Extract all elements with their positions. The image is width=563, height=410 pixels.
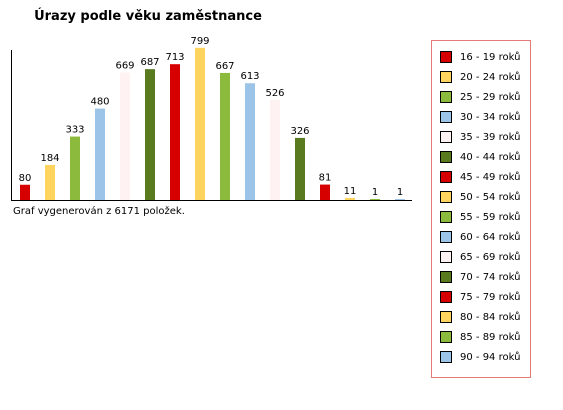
legend-label: 65 - 69 roků bbox=[460, 251, 521, 263]
legend-item-14: 80 - 84 roků bbox=[440, 309, 520, 325]
legend-item-4: 30 - 34 roků bbox=[440, 109, 520, 125]
value-label-11: 526 bbox=[265, 88, 284, 99]
bar-12 bbox=[295, 137, 305, 200]
legend-swatch bbox=[440, 51, 452, 63]
value-label-1: 80 bbox=[19, 173, 32, 184]
bar-9 bbox=[220, 72, 230, 200]
legend-item-15: 85 - 89 roků bbox=[440, 329, 520, 345]
legend-swatch bbox=[440, 191, 452, 203]
bar-5 bbox=[120, 72, 130, 200]
legend-item-2: 20 - 24 roků bbox=[440, 69, 520, 85]
legend-label: 70 - 74 roků bbox=[460, 271, 521, 283]
value-label-2: 184 bbox=[40, 153, 59, 164]
value-label-14: 11 bbox=[344, 186, 357, 197]
value-label-16: 1 bbox=[397, 187, 403, 198]
bar-10 bbox=[245, 83, 255, 200]
legend-item-12: 70 - 74 roků bbox=[440, 269, 520, 285]
legend-swatch bbox=[440, 131, 452, 143]
legend-item-11: 65 - 69 roků bbox=[440, 249, 520, 265]
bar-8 bbox=[195, 47, 205, 200]
legend-item-9: 55 - 59 roků bbox=[440, 209, 520, 225]
legend-label: 85 - 89 roků bbox=[460, 331, 521, 343]
legend-swatch bbox=[440, 291, 452, 303]
legend-item-8: 50 - 54 roků bbox=[440, 189, 520, 205]
bar-11 bbox=[270, 99, 280, 200]
legend-label: 50 - 54 roků bbox=[460, 191, 521, 203]
bar-16 bbox=[395, 199, 405, 200]
legend-label: 55 - 59 roků bbox=[460, 211, 521, 223]
legend-item-16: 90 - 94 roků bbox=[440, 349, 520, 365]
value-label-9: 667 bbox=[215, 61, 234, 72]
legend-label: 30 - 34 roků bbox=[460, 111, 521, 123]
legend-item-3: 25 - 29 roků bbox=[440, 89, 520, 105]
legend-swatch bbox=[440, 91, 452, 103]
bar-6 bbox=[145, 69, 155, 201]
footnote: Graf vygenerován z 6171 položek. bbox=[13, 206, 185, 217]
legend-swatch bbox=[440, 311, 452, 323]
legend-label: 75 - 79 roků bbox=[460, 291, 521, 303]
value-label-7: 713 bbox=[165, 52, 184, 63]
legend-swatch bbox=[440, 231, 452, 243]
legend: 16 - 19 roků 20 - 24 roků 25 - 29 roků 30 -… bbox=[431, 40, 531, 378]
legend-swatch bbox=[440, 111, 452, 123]
value-label-8: 799 bbox=[190, 36, 209, 47]
legend-item-5: 35 - 39 roků bbox=[440, 129, 520, 145]
legend-item-6: 40 - 44 roků bbox=[440, 149, 520, 165]
bar-4 bbox=[95, 108, 105, 200]
legend-label: 45 - 49 roků bbox=[460, 171, 521, 183]
bar-2 bbox=[45, 164, 55, 200]
legend-swatch bbox=[440, 251, 452, 263]
legend-swatch bbox=[440, 331, 452, 343]
bar-15 bbox=[370, 199, 380, 200]
bar-14 bbox=[345, 197, 355, 200]
legend-swatch bbox=[440, 171, 452, 183]
legend-item-7: 45 - 49 roků bbox=[440, 169, 520, 185]
value-label-4: 480 bbox=[90, 97, 109, 108]
legend-swatch bbox=[440, 211, 452, 223]
legend-label: 35 - 39 roků bbox=[460, 131, 521, 143]
legend-item-13: 75 - 79 roků bbox=[440, 289, 520, 305]
legend-swatch bbox=[440, 271, 452, 283]
legend-label: 60 - 64 roků bbox=[460, 231, 521, 243]
value-label-13: 81 bbox=[319, 173, 332, 184]
value-label-12: 326 bbox=[290, 126, 309, 137]
value-label-10: 613 bbox=[240, 71, 259, 82]
legend-label: 20 - 24 roků bbox=[460, 71, 521, 83]
legend-swatch bbox=[440, 351, 452, 363]
chart-title: Úrazy podle věku zaměstnance bbox=[34, 9, 262, 24]
legend-label: 40 - 44 roků bbox=[460, 151, 521, 163]
bar-13 bbox=[320, 184, 330, 200]
value-label-15: 1 bbox=[372, 187, 378, 198]
legend-swatch bbox=[440, 151, 452, 163]
value-label-5: 669 bbox=[115, 61, 134, 72]
bar-1 bbox=[20, 184, 30, 200]
legend-label: 16 - 19 roků bbox=[460, 51, 521, 63]
legend-swatch bbox=[440, 71, 452, 83]
legend-label: 80 - 84 roků bbox=[460, 311, 521, 323]
bars-group bbox=[20, 47, 405, 201]
bar-3 bbox=[70, 136, 80, 200]
value-label-3: 333 bbox=[65, 125, 84, 136]
legend-item-10: 60 - 64 roků bbox=[440, 229, 520, 245]
legend-label: 25 - 29 roků bbox=[460, 91, 521, 103]
bar-7 bbox=[170, 64, 180, 200]
value-label-6: 687 bbox=[140, 57, 159, 68]
legend-label: 90 - 94 roků bbox=[460, 351, 521, 363]
legend-item-1: 16 - 19 roků bbox=[440, 49, 520, 65]
